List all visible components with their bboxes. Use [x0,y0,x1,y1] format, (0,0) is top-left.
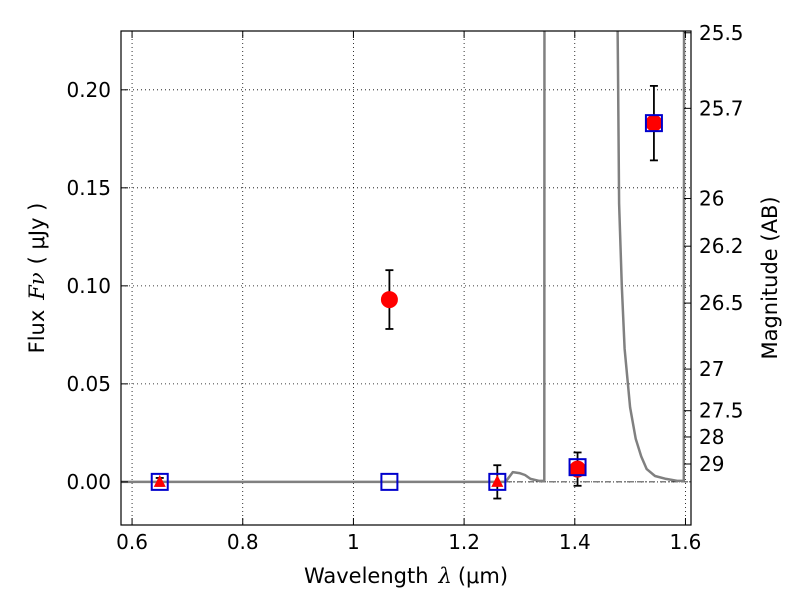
mag-tick-label: 25.7 [699,96,744,120]
mag-tick-label: 27.5 [699,399,744,423]
x-tick-label: 1 [347,530,360,554]
plot-area [121,31,686,500]
x-tick-label: 1.6 [670,530,702,554]
x-tick-label: 1.2 [448,530,480,554]
mag-tick-label: 25.5 [699,21,744,45]
plot-frame [120,30,692,526]
mag-tick-label: 26 [699,187,724,211]
model-point-square [488,472,507,491]
data-point-circle [645,114,663,132]
model-point-square [644,114,663,133]
y-tick-label: 0.15 [66,176,111,200]
y-tick-label: 0.00 [66,470,111,494]
model-point-square [380,472,399,491]
model-point-square [568,458,587,477]
data-point-triangle [491,474,504,487]
mag-tick-label: 27 [699,357,724,381]
mag-tick-label: 29 [699,452,724,476]
magnitude-axis-label: Magnitude (AB) [758,196,782,359]
mag-tick-label: 26.5 [699,291,744,315]
data-point-circle [380,291,398,309]
y-axis-label: FluxFν( μJy ) [25,203,49,354]
mag-tick-label: 28 [699,425,724,449]
y-tick-label: 0.10 [66,274,111,298]
x-axis-label: Wavelength λ (μm) [304,564,508,588]
y-tick-label: 0.05 [66,372,111,396]
x-tick-label: 0.8 [227,530,259,554]
model-spectrum-line [121,31,686,484]
x-tick-label: 1.4 [559,530,591,554]
mag-tick-label: 26.2 [699,234,744,258]
x-tick-label: 0.6 [116,530,148,554]
y-tick-label: 0.20 [66,78,111,102]
model-point-square [150,472,169,491]
data-point-triangle [153,474,166,487]
axes: 0.6 0.8 1 1.2 1.4 1.6 0.00 0.05 0.10 0.15 0.20 25.5… [66,21,743,554]
